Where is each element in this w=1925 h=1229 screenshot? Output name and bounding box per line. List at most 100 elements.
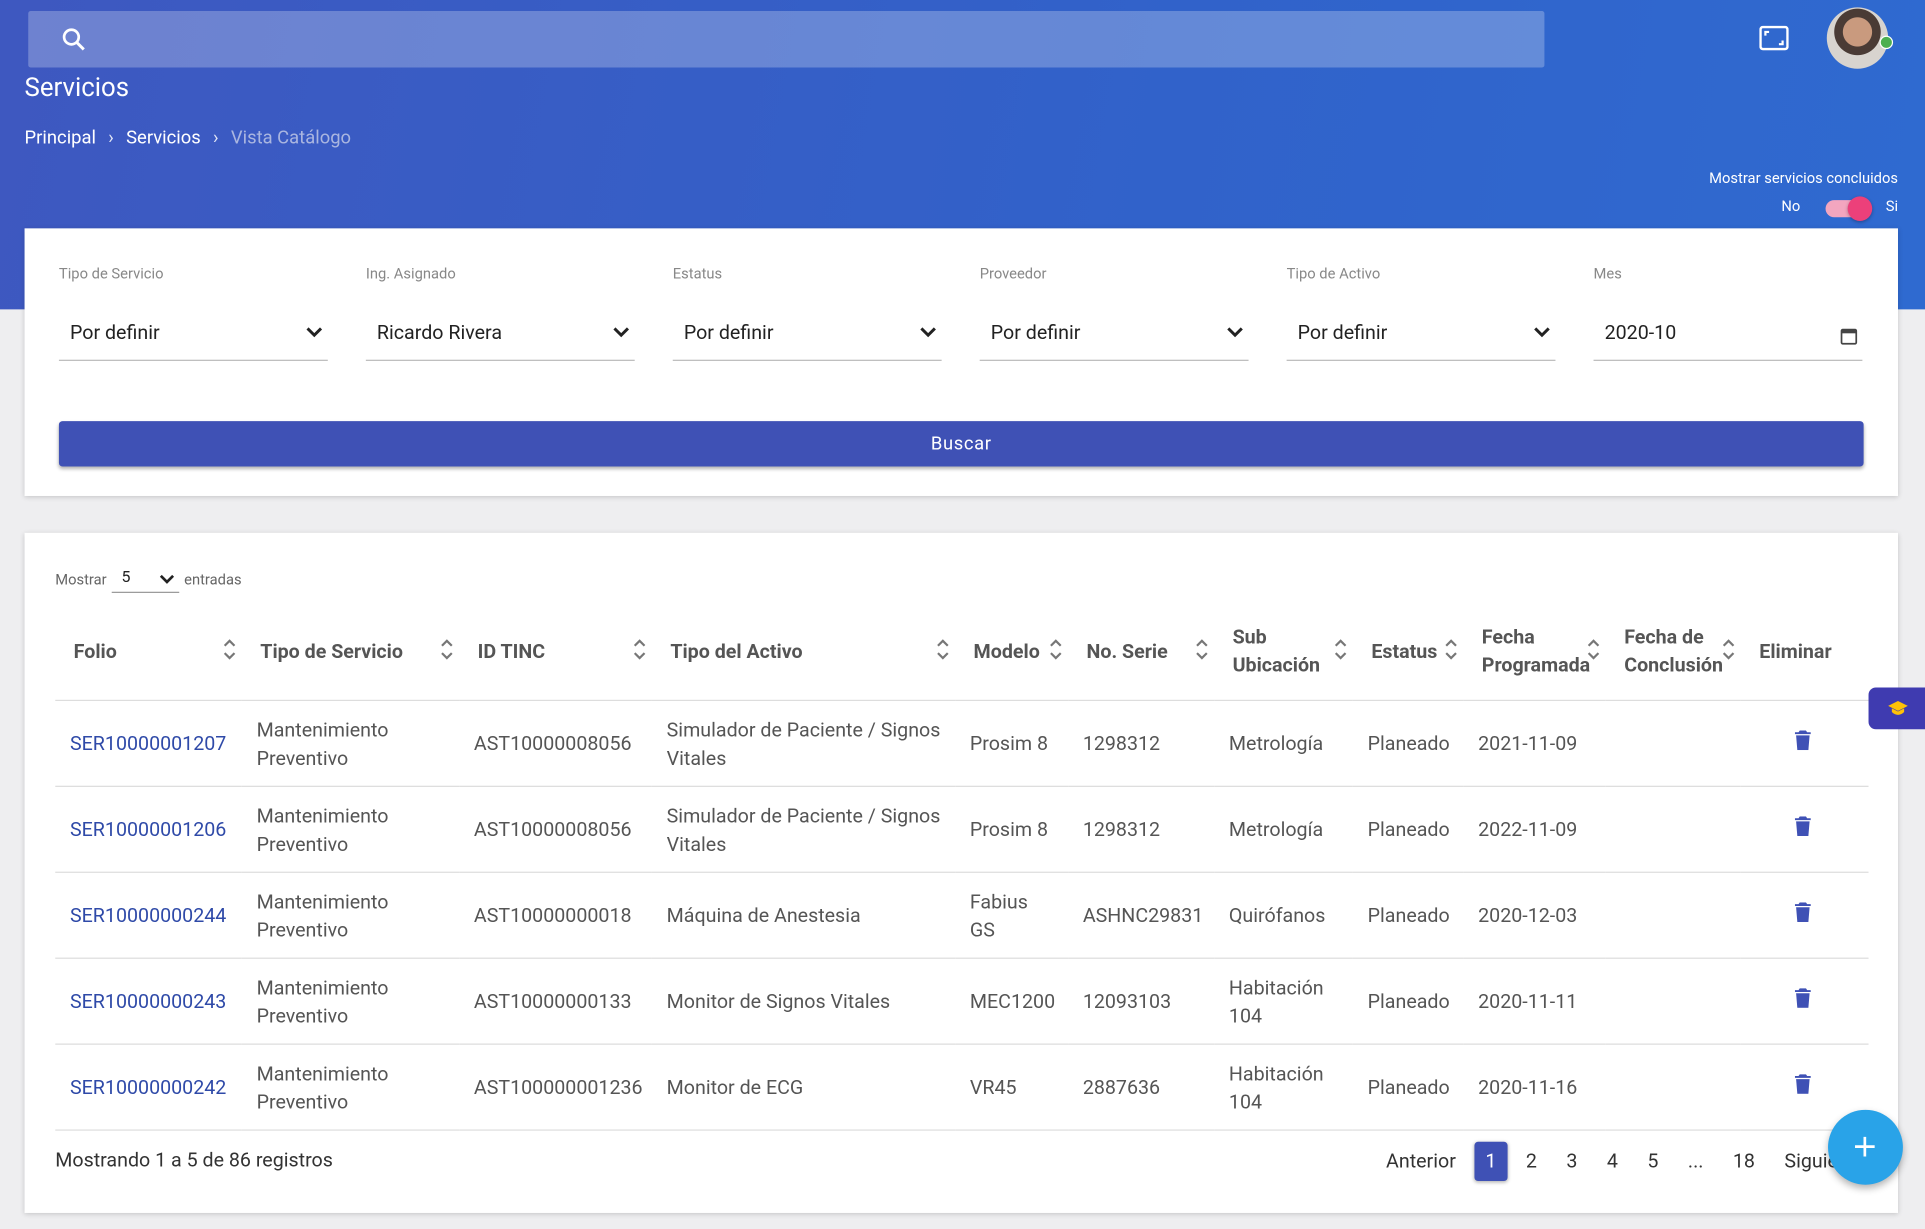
cell: Habitación 104: [1214, 1044, 1353, 1131]
crumb[interactable]: Principal: [24, 126, 97, 149]
column-header[interactable]: Sub Ubicación: [1214, 601, 1353, 702]
cell: Habitación 104: [1214, 958, 1353, 1045]
column-title: Eliminar: [1759, 639, 1832, 663]
add-button[interactable]: [1828, 1109, 1903, 1185]
page-link[interactable]: 4: [1606, 1149, 1618, 1173]
column-title: Fecha Programada: [1481, 624, 1591, 677]
filter-label: Estatus: [672, 265, 723, 283]
cell: [1605, 700, 1741, 787]
cell: AST10000000133: [459, 958, 652, 1045]
cell: 2021-11-09: [1463, 700, 1606, 787]
underline: [1286, 359, 1556, 361]
table-row: SER10000001207 Mantenimiento Preventivo AS…: [55, 700, 1869, 787]
folio-link[interactable]: SER10000000244: [55, 872, 242, 959]
sort-icon[interactable]: [1444, 637, 1459, 662]
page-size-value[interactable]: 5: [121, 568, 131, 587]
select-icon: [1227, 327, 1243, 338]
page-link[interactable]: ...: [1687, 1149, 1704, 1173]
column-header[interactable]: Tipo del Activo: [651, 601, 956, 702]
sort-icon[interactable]: [1333, 637, 1348, 662]
page-link[interactable]: 1: [1474, 1141, 1508, 1182]
sort-icon[interactable]: [440, 637, 455, 662]
entries-label: entradas: [184, 570, 242, 589]
folio-link[interactable]: SER10000000243: [55, 958, 242, 1045]
column-header[interactable]: ID TINC: [459, 601, 652, 702]
table-row: SER10000000242 Mantenimiento Preventivo AS…: [55, 1044, 1869, 1131]
sort-icon[interactable]: [1048, 637, 1063, 662]
sort-icon[interactable]: [1195, 637, 1210, 662]
filter-card: Buscar Tipo de Servicio Por definir Ing. A…: [24, 228, 1898, 496]
cell: 2020-11-16: [1463, 1044, 1606, 1131]
cell: Planeado: [1352, 958, 1464, 1045]
table-card: Mostrar 5 entradas Folio Tipo de Servicio…: [24, 532, 1898, 1213]
filter-label: Proveedor: [979, 265, 1047, 283]
column-title: No. Serie: [1086, 639, 1168, 663]
column-header[interactable]: Modelo: [955, 601, 1069, 702]
column-header[interactable]: Estatus: [1352, 601, 1464, 702]
search-button[interactable]: Buscar: [58, 421, 1864, 467]
sort-icon[interactable]: [222, 637, 237, 662]
filter-value[interactable]: Por definir: [683, 320, 774, 344]
breadcrumb: Principal › Servicios › Vista Catálogo: [24, 126, 352, 149]
delete-icon[interactable]: [1794, 1074, 1811, 1094]
cell: 2020-12-03: [1463, 872, 1606, 959]
table-row: SER10000001206 Mantenimiento Preventivo AS…: [55, 786, 1869, 873]
filter-value[interactable]: Ricardo Rivera: [376, 320, 503, 344]
column-header[interactable]: Fecha Programada: [1463, 601, 1606, 702]
filter-label: Tipo de Activo: [1286, 265, 1381, 283]
column-header[interactable]: No. Serie: [1068, 601, 1215, 702]
page-title: Servicios: [24, 73, 130, 104]
folio-link[interactable]: SER10000000242: [55, 1044, 242, 1131]
filter-value[interactable]: Por definir: [69, 320, 160, 344]
page-link[interactable]: 18: [1732, 1149, 1755, 1173]
page-link[interactable]: 2: [1525, 1149, 1537, 1173]
sort-icon[interactable]: [1721, 637, 1736, 662]
page-link[interactable]: Anterior: [1386, 1149, 1456, 1173]
sort-icon[interactable]: [1586, 637, 1601, 662]
select-icon: [920, 327, 936, 338]
delete-icon[interactable]: [1794, 816, 1811, 837]
column-title: Tipo del Activo: [670, 639, 803, 663]
cell: Prosim 8: [955, 700, 1069, 787]
filter-value[interactable]: 2020-10: [1604, 320, 1677, 344]
toggle-label: Mostrar servicios concluidos: [1709, 169, 1898, 187]
filter-value[interactable]: Por definir: [990, 320, 1081, 344]
cell: VR45: [955, 1044, 1069, 1131]
select-icon: [613, 327, 630, 338]
avatar[interactable]: [1826, 7, 1889, 69]
folio-link[interactable]: SER10000001207: [55, 700, 242, 787]
cell: Fabius GS: [955, 872, 1069, 959]
page-size: Mostrar 5 entradas: [55, 568, 242, 593]
column-header[interactable]: Tipo de Servicio: [241, 601, 460, 702]
cell: Planeado: [1352, 786, 1464, 873]
search-bar[interactable]: [28, 11, 1545, 68]
page-link[interactable]: 5: [1647, 1149, 1659, 1173]
cell: Prosim 8: [955, 786, 1069, 873]
column-title: Modelo: [973, 639, 1040, 663]
filter-value[interactable]: Por definir: [1297, 320, 1388, 344]
column-header[interactable]: Folio: [55, 601, 242, 702]
delete-icon[interactable]: [1794, 730, 1811, 751]
cell: AST10000000018: [459, 872, 652, 959]
cell: Mantenimiento Preventivo: [241, 1044, 460, 1131]
cell: Planeado: [1352, 700, 1464, 787]
side-tab[interactable]: [1868, 687, 1925, 730]
delete-icon[interactable]: [1794, 902, 1811, 922]
search-icon: [62, 28, 85, 51]
table-info: Mostrando 1 a 5 de 86 registros: [55, 1147, 333, 1172]
toggle-knob[interactable]: [1847, 196, 1873, 221]
cell: [1605, 958, 1741, 1045]
underline: [672, 359, 942, 361]
crumb[interactable]: Servicios: [126, 126, 201, 149]
column-header[interactable]: Fecha de Conclusión: [1605, 601, 1741, 702]
delete-cell: [1740, 958, 1869, 1045]
fullscreen-icon[interactable]: [1759, 25, 1789, 51]
delete-icon[interactable]: [1794, 988, 1811, 1008]
page-link[interactable]: 3: [1566, 1149, 1578, 1173]
folio-link[interactable]: SER10000001206: [55, 786, 242, 873]
column-header[interactable]: Eliminar: [1740, 601, 1869, 702]
sort-icon[interactable]: [935, 637, 950, 662]
sort-icon[interactable]: [632, 637, 647, 662]
